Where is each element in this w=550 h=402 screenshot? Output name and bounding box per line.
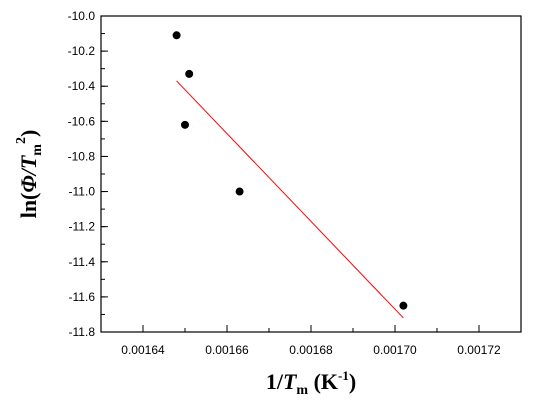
data-point: [399, 301, 408, 310]
x-tick-label: 0.00172: [457, 343, 501, 357]
plot-frame: [100, 15, 522, 333]
x-tick-label: 0.00164: [121, 343, 165, 357]
y-axis: -10.0 -10.2 -10.4 -10.6 -10.8 -11.0 -11.2 -11.4…: [68, 9, 108, 339]
fit-line: [176, 80, 404, 319]
y-tick-label: -11.8: [69, 325, 96, 339]
y-tick-label: -10.4: [68, 79, 96, 93]
plot-area: [100, 15, 522, 333]
data-point: [172, 31, 181, 40]
y-tick-label: -11.2: [69, 220, 96, 234]
x-tick-label: 0.00170: [373, 343, 417, 357]
x-axis: 0.00164 0.00166 0.00168 0.00170 0.00172: [100, 325, 522, 357]
x-tick-label: 0.00166: [205, 343, 249, 357]
y-tick-label: -10.0: [68, 9, 96, 23]
y-axis-title: ln(Φ/Tm2): [14, 130, 45, 219]
x-tick-label: 0.00168: [289, 343, 333, 357]
data-marks: [172, 31, 408, 319]
y-tick-label: -11.4: [69, 255, 96, 269]
data-point: [185, 69, 194, 78]
x-axis-title: 1/Tm (K-1): [266, 368, 356, 398]
y-tick-label: -11.0: [69, 185, 96, 199]
y-tick-label: -10.8: [68, 149, 96, 163]
y-tick-label: -11.6: [69, 290, 96, 304]
y-tick-label: -10.2: [68, 44, 96, 58]
data-point: [181, 120, 189, 129]
y-tick-label: -10.6: [68, 114, 96, 128]
data-point: [235, 187, 244, 196]
